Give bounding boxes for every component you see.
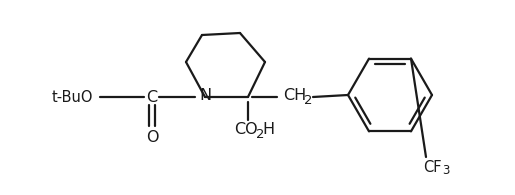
- Text: H: H: [262, 122, 274, 137]
- Text: O: O: [146, 130, 158, 145]
- Text: N: N: [199, 89, 211, 104]
- Text: C: C: [146, 90, 158, 105]
- Text: CF: CF: [423, 160, 441, 175]
- Text: CH: CH: [283, 89, 306, 104]
- Text: 2: 2: [304, 93, 312, 106]
- Text: t-BuO: t-BuO: [52, 90, 93, 105]
- Text: 3: 3: [442, 165, 450, 177]
- Text: CO: CO: [234, 122, 258, 137]
- Text: 2: 2: [256, 128, 264, 141]
